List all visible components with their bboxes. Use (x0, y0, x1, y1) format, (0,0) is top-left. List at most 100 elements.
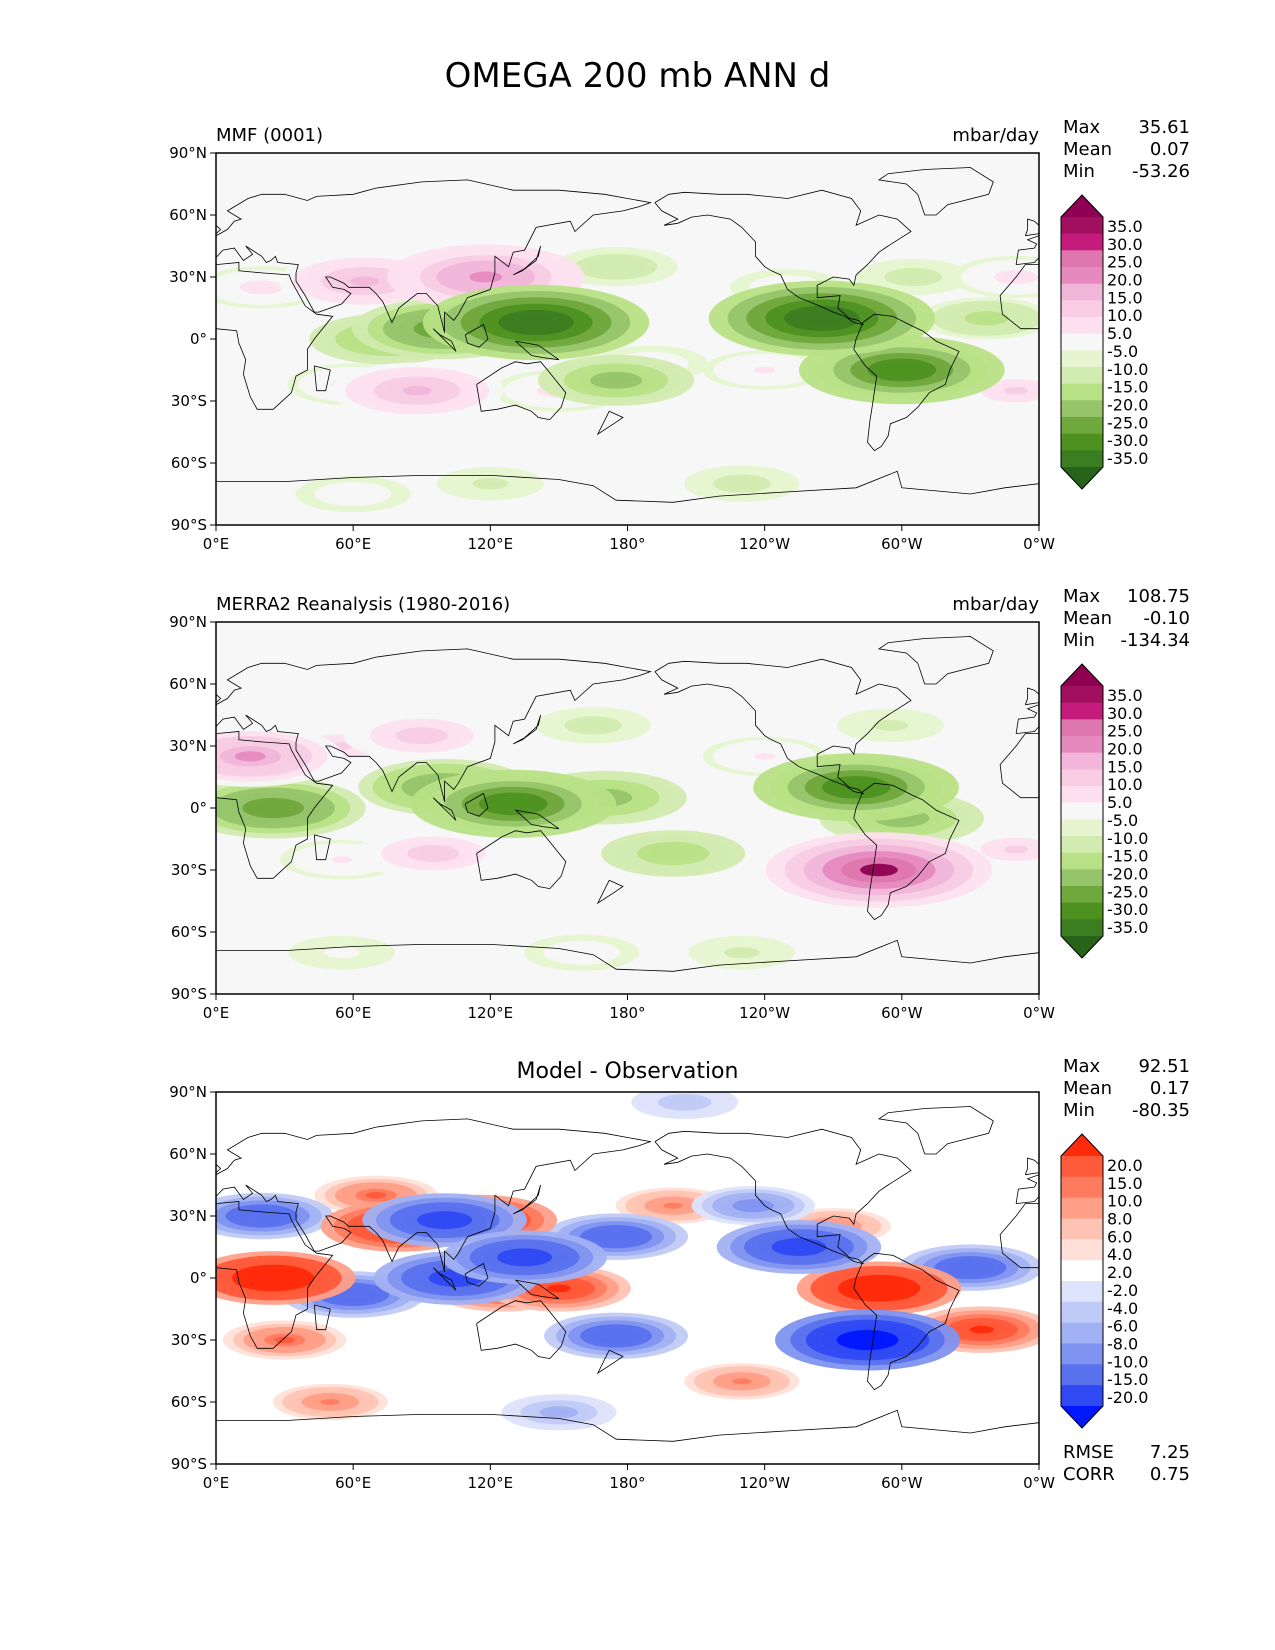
colorbar-middle (1060, 663, 1104, 959)
coastline (853, 782, 960, 921)
colorbar-tick-label: -4.0 (1107, 1299, 1138, 1318)
colorbar-segment (1061, 1239, 1103, 1261)
colorbar-extend-max (1061, 1134, 1103, 1156)
x-tick-label: 120°E (468, 535, 514, 553)
colorbar-tick-label: 20.0 (1107, 740, 1143, 759)
colorbar-outline (1060, 1133, 1104, 1429)
field-contour (802, 312, 841, 325)
x-tick-label: 180° (609, 1004, 645, 1022)
colorbar-tick-label: -5.0 (1107, 811, 1138, 830)
colorbar-tick-label: 15.0 (1107, 757, 1143, 776)
x-tick-label: 180° (609, 1474, 645, 1492)
colorbar-tick-label: 10.0 (1107, 775, 1143, 794)
colorbar-tick-label: -15.0 (1107, 847, 1148, 866)
x-tick-label: 120°W (739, 1474, 790, 1492)
coastline (216, 1118, 652, 1272)
field-contour (583, 722, 603, 729)
stat-value-mean: 0.07 (1150, 139, 1190, 160)
field-contour (420, 849, 447, 858)
stat-value-min: -80.35 (1132, 1100, 1190, 1121)
colorbar-segment (1061, 367, 1103, 385)
field-contour (350, 276, 379, 286)
coastline (464, 792, 489, 817)
y-tick-label: 90°S (171, 1455, 207, 1473)
y-tick-label: 0° (190, 799, 207, 817)
stat-value-max: 108.75 (1127, 586, 1190, 607)
colorbar-segment (1061, 450, 1103, 468)
coastline (596, 410, 624, 436)
x-tick-label: 0°E (203, 1474, 230, 1492)
colorbar-segment (1061, 902, 1103, 920)
y-tick-label: 30°N (169, 737, 207, 755)
coastline (432, 328, 457, 352)
coastline (313, 834, 331, 861)
y-tick-label: 30°N (169, 268, 207, 286)
coastline (877, 636, 994, 685)
field-contour (341, 1290, 366, 1299)
field-contour (546, 1284, 571, 1293)
coastline (513, 714, 541, 745)
colorbar-segment (1061, 1197, 1103, 1219)
field-contour (332, 949, 351, 956)
map-field-top (216, 153, 1039, 525)
field-contour (754, 366, 775, 374)
x-tick-label: 60°E (335, 535, 371, 553)
coastline (0, 659, 88, 793)
colorbar-segment (1061, 217, 1103, 235)
coastline (476, 1300, 567, 1360)
colorbar-tick-label: 10.0 (1107, 306, 1143, 325)
map-field-middle (0, 622, 1039, 994)
colorbar-extend-max (1061, 664, 1103, 686)
colorbar-segment (1061, 702, 1103, 720)
coastline (432, 797, 457, 821)
stat-label-min: Min (1063, 1100, 1095, 1121)
coastline (56, 637, 170, 685)
colorbar-tick-label: -25.0 (1107, 413, 1148, 432)
colorbar-tick-label: -10.0 (1107, 1352, 1148, 1371)
colorbar-segment (1061, 433, 1103, 451)
coastline (432, 1267, 457, 1291)
field-contour (496, 798, 531, 810)
panel-title-left: MERRA2 Reanalysis (1980-2016) (216, 594, 510, 615)
field-contour (785, 1242, 813, 1252)
colorbar-segment (1061, 333, 1103, 351)
figure-title: OMEGA 200 mb ANN d (444, 56, 831, 96)
field-contour (408, 731, 435, 740)
colorbar-segment (1061, 1176, 1103, 1199)
colorbar-segment (1061, 769, 1103, 787)
y-tick-label: 60°S (171, 923, 207, 941)
coastline (654, 658, 912, 795)
coastline (464, 323, 489, 348)
y-tick-label: 60°N (169, 675, 207, 693)
colorbar-tick-label: -25.0 (1107, 882, 1148, 901)
field-contour (331, 856, 353, 863)
colorbar-tick-label: -15.0 (1107, 1370, 1148, 1389)
colorbar-segment (1061, 300, 1103, 318)
coastline (1024, 1157, 1039, 1176)
colorbar-segment (1061, 1343, 1103, 1365)
stat-label-mean: Mean (1063, 139, 1112, 160)
colorbar-tick-label: 15.0 (1107, 288, 1143, 307)
coastline (515, 1279, 560, 1300)
colorbar-segment (1061, 1301, 1103, 1324)
field-contour (442, 1273, 470, 1283)
field-contour (549, 1409, 569, 1416)
coastline (56, 1107, 170, 1155)
y-tick-label: 60°N (169, 1145, 207, 1163)
coastline (877, 1106, 994, 1155)
colorbar-segment (1061, 1322, 1103, 1344)
field-contour (860, 863, 898, 877)
colorbar-tick-label: 15.0 (1107, 1174, 1143, 1193)
colorbar-segment (1061, 267, 1103, 285)
colorbar-tick-label: -30.0 (1107, 900, 1148, 919)
x-tick-label: 0°W (1023, 1474, 1055, 1492)
x-tick-label: 60°E (335, 1004, 371, 1022)
coastline (1015, 235, 1039, 265)
coastline (1015, 704, 1039, 734)
coastline (1024, 687, 1039, 706)
panel-title-center: Model - Observation (517, 1059, 739, 1084)
coastline (464, 1262, 489, 1287)
colorbar-extend-max (1061, 195, 1103, 217)
colorbar-tick-label: 2.0 (1107, 1263, 1132, 1282)
coastline (216, 262, 334, 410)
